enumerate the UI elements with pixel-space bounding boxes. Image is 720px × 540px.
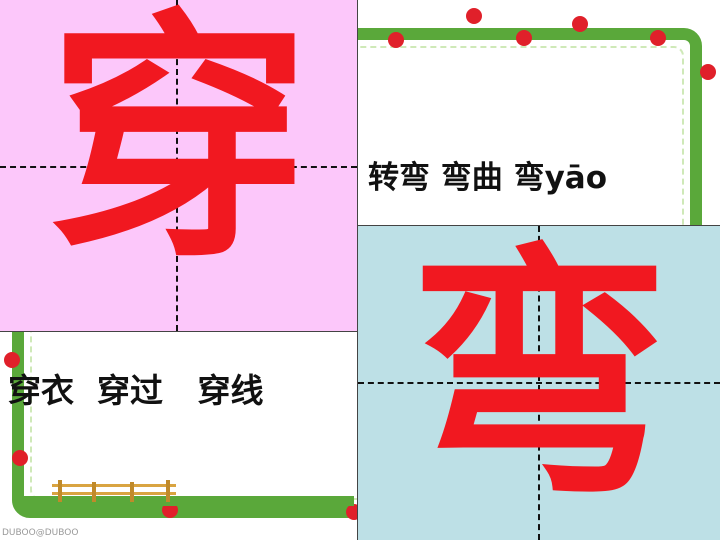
berry-icon [466, 8, 482, 24]
grass-strip [24, 496, 354, 506]
guide-line-vertical [176, 0, 178, 331]
berry-icon [700, 64, 716, 80]
chuan-words: 穿衣 穿过 穿线 [8, 371, 264, 410]
character-card-chuan: 穿 [0, 0, 358, 332]
berry-icon [572, 16, 588, 32]
berry-icon [388, 32, 404, 48]
character-chuan: 穿 [48, 0, 310, 293]
wan-words: 转弯 弯曲 弯yāo [368, 160, 608, 196]
berry-icon [516, 30, 532, 46]
guide-line-vertical [538, 226, 540, 540]
guide-line-horizontal [0, 166, 357, 168]
berry-icon [12, 450, 28, 466]
berry-icon [4, 352, 20, 368]
berry-icon [162, 502, 178, 518]
berry-icon [650, 30, 666, 46]
character-wan: 弯 [408, 224, 671, 529]
watermark-text: DUBOO@DUBOO [2, 528, 79, 538]
fence-icon [52, 480, 176, 502]
character-card-wan: 弯 [357, 225, 720, 540]
